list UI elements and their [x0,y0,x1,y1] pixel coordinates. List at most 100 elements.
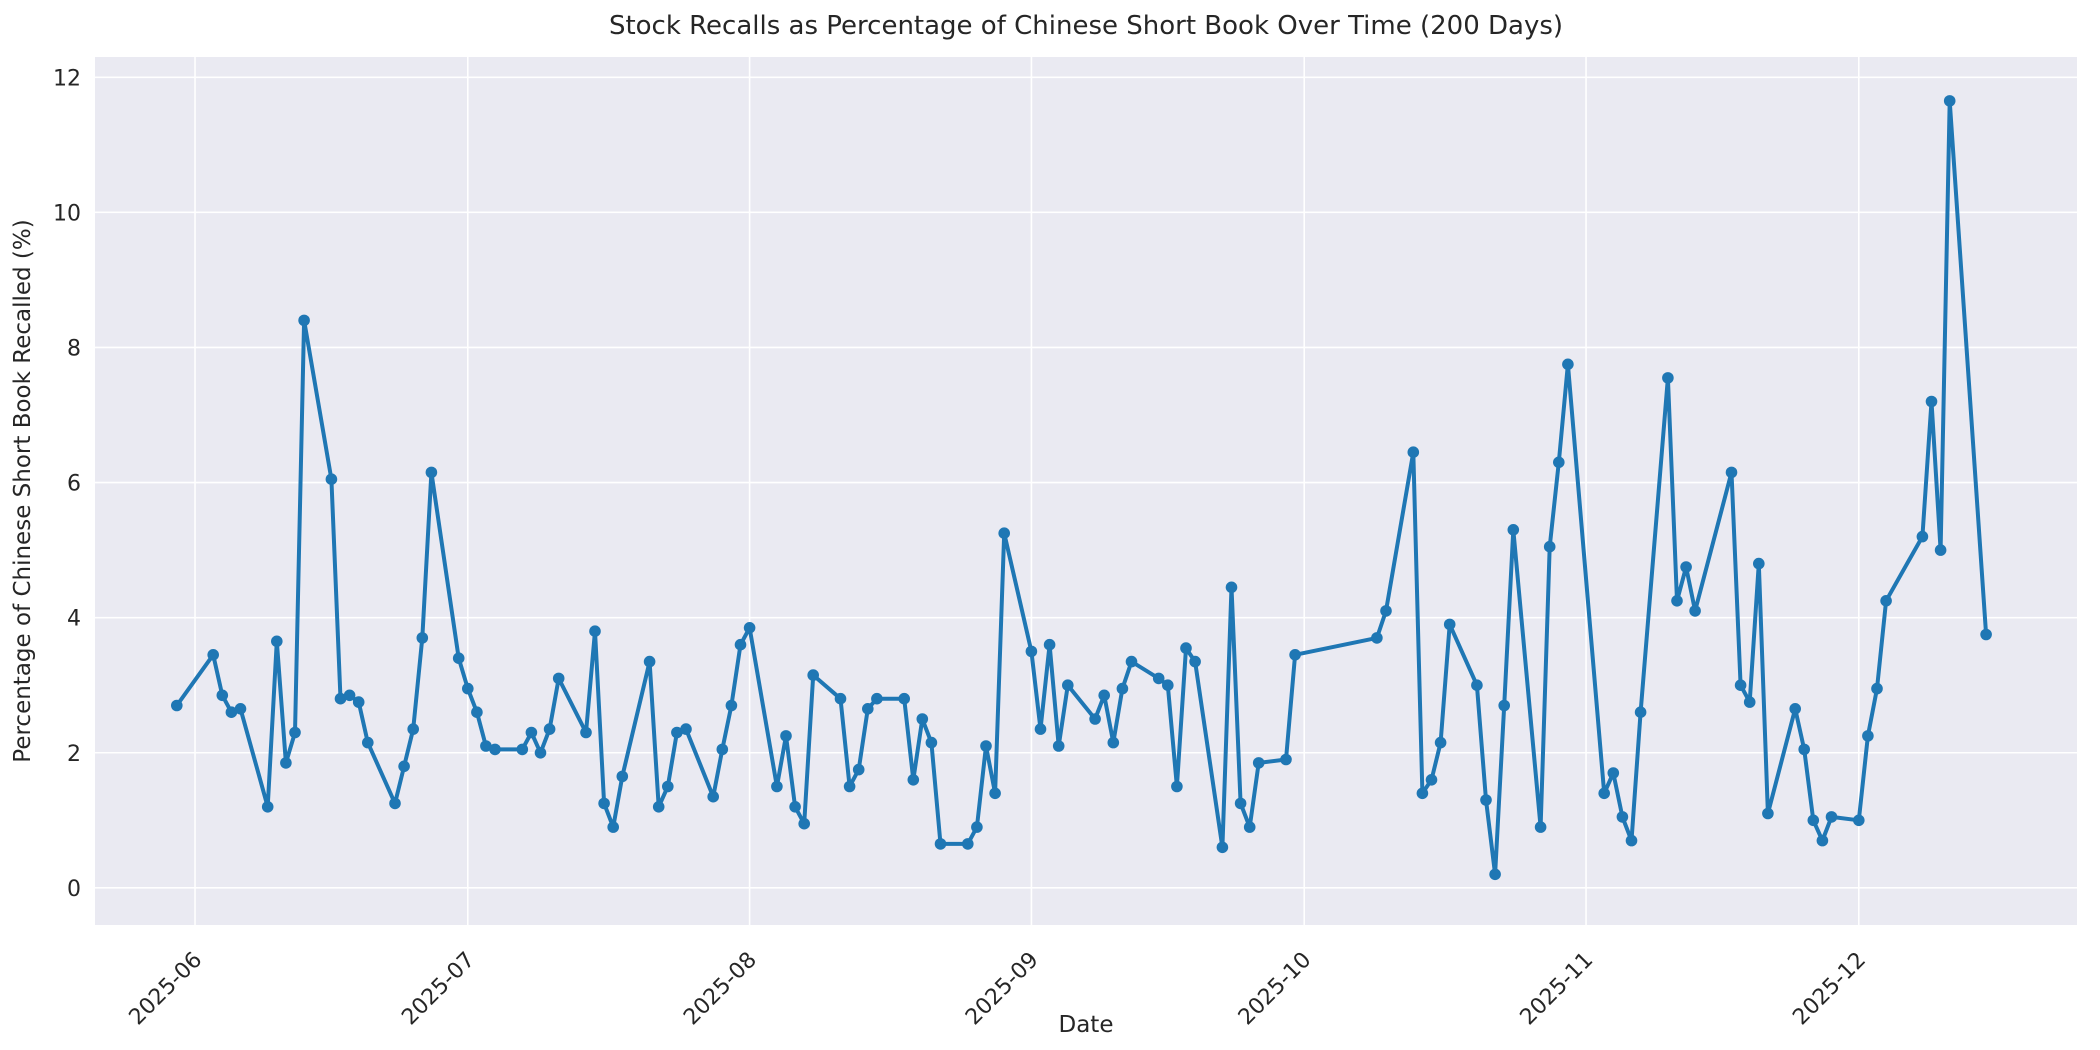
data-point [998,527,1010,539]
data-point [1880,595,1892,607]
data-point [1062,679,1074,691]
data-point [234,703,247,715]
data-point [425,466,438,479]
x-tick-label: 2025-09 [961,948,1044,1031]
data-point [1943,95,1956,107]
data-point [207,649,219,661]
data-point [771,780,783,793]
data-point [1289,649,1301,661]
data-point [1434,736,1447,749]
data-point [1089,713,1101,725]
data-point [1180,642,1192,654]
data-point [1616,811,1629,823]
data-point [798,817,810,830]
data-point [489,743,501,756]
x-tick-label: 2025-12 [1788,948,1871,1031]
data-point [216,689,229,702]
data-point [1107,736,1120,749]
data-point [1853,814,1865,827]
data-point [1507,524,1520,536]
data-point [516,743,529,756]
x-tick-label: 2025-07 [397,948,480,1031]
plot-area [95,57,2077,925]
data-point [1498,699,1510,712]
data-point [552,672,565,685]
data-point [862,703,874,715]
data-point [1689,605,1701,617]
data-point [743,622,756,634]
data-point [1234,797,1247,810]
data-point [462,682,474,695]
data-point [1407,446,1420,459]
data-point [416,632,429,644]
data-point [1162,679,1174,691]
data-point [261,801,274,813]
data-point [871,692,883,705]
data-point [525,726,538,739]
y-tick-label: 12 [53,66,81,91]
data-point [1762,807,1774,820]
data-point [1443,618,1456,631]
data-point [1662,372,1674,384]
data-point [1816,834,1829,847]
data-point [407,723,420,735]
y-tick-label: 6 [67,472,81,497]
data-point [1216,841,1229,854]
data-point [925,736,938,749]
y-tick-label: 2 [67,742,81,767]
data-point [598,797,610,810]
data-point [1052,740,1065,752]
data-point [1225,581,1238,594]
data-point [1916,530,1929,543]
data-point [1280,753,1292,766]
data-point [1598,787,1610,800]
data-point [1471,679,1483,691]
chart-title: Stock Recalls as Percentage of Chinese S… [609,11,1563,41]
data-point [1371,632,1383,644]
data-point [1798,743,1810,756]
data-point [1025,645,1038,658]
data-point [716,743,729,756]
data-point [1425,774,1438,786]
data-point [271,635,283,648]
data-point [780,730,792,742]
data-point [389,797,401,810]
data-point [607,821,619,833]
y-axis-label: Percentage of Chinese Short Book Recalle… [10,219,36,762]
data-point [1980,628,1992,641]
data-point [1625,834,1638,847]
data-point [852,763,865,776]
data-point [1671,595,1683,607]
x-tick-label: 2025-11 [1516,948,1599,1031]
data-point [1862,730,1874,742]
data-point [1480,794,1492,806]
data-point [589,625,601,637]
y-tick-label: 10 [53,201,81,226]
data-point [1098,689,1110,702]
data-point [1252,757,1265,769]
data-point [1753,557,1765,570]
data-point [1543,540,1556,553]
x-tick-label: 2025-10 [1234,948,1317,1031]
data-point [980,740,992,752]
data-point [471,706,483,718]
data-point [898,692,910,705]
data-point [1807,814,1820,827]
data-point [452,652,465,664]
data-point [343,689,356,702]
data-point [725,699,738,712]
data-point [1243,821,1256,833]
data-point [1489,868,1501,881]
data-point [334,692,347,705]
data-point [1043,638,1056,651]
data-point [1416,787,1429,800]
data-point [971,821,983,833]
data-point [907,774,920,786]
data-point [280,757,292,769]
x-tick-label: 2025-06 [125,948,208,1031]
data-point [680,723,692,735]
data-point [1789,703,1801,715]
data-point [543,723,556,735]
